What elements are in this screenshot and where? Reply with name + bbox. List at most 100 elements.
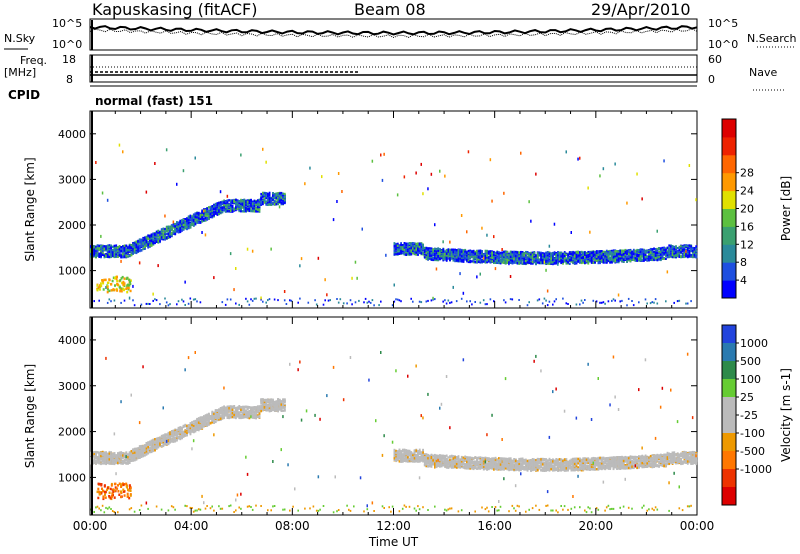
echo-cell: [273, 200, 276, 203]
echo-cell: [398, 252, 401, 255]
echo-cell: [621, 299, 623, 302]
echo-cell: [575, 260, 578, 264]
echo-cell: [403, 252, 406, 255]
echo-cell: [95, 161, 97, 164]
echo-cell: [322, 303, 325, 306]
echo-cell: [671, 245, 674, 248]
echo-cell: [147, 237, 150, 240]
echo-cell: [455, 249, 458, 252]
echo-cell: [506, 258, 509, 261]
echo-cell: [541, 253, 544, 257]
echo-cell: [248, 209, 251, 213]
echo-cell: [651, 248, 654, 251]
echo-cell: [417, 253, 419, 256]
echo-cell: [260, 202, 263, 205]
echo-cell: [565, 253, 568, 257]
echo-cell: [393, 246, 396, 249]
echo-cell: [449, 258, 451, 262]
echo-cell: [228, 207, 231, 211]
cpid-value: normal (fast) 151: [95, 94, 213, 108]
echo-cell: [577, 260, 580, 263]
echo-cell: [452, 253, 455, 256]
echo-cell: [211, 205, 214, 208]
echo-cell: [260, 192, 263, 196]
echo-cell: [504, 262, 507, 265]
echo-cell: [152, 299, 154, 302]
echo-cell: [164, 297, 166, 300]
echo-cell: [358, 299, 360, 302]
echo-cell: [201, 213, 204, 217]
echo-cell: [666, 247, 669, 250]
echo-cell: [489, 256, 492, 259]
echo-cell: [612, 250, 615, 253]
echo-cell: [275, 203, 278, 206]
echo-cell: [341, 190, 343, 193]
echo-cell: [100, 254, 102, 258]
echo-cell: [118, 254, 121, 257]
echo-cell: [568, 258, 571, 262]
echo-cell: [120, 301, 122, 304]
echo-cell: [243, 203, 246, 206]
echo-cell: [187, 223, 190, 226]
echo-cell: [540, 261, 542, 264]
echo-cell: [482, 260, 485, 263]
echo-cell: [282, 196, 284, 199]
echo-cell: [445, 302, 448, 305]
echo-cell: [172, 220, 175, 224]
echo-cell: [472, 250, 475, 253]
echo-cell: [427, 255, 429, 258]
echo-cell: [449, 251, 451, 255]
echo-cell: [336, 298, 338, 300]
echo-cell: [430, 247, 433, 250]
echo-cell: [602, 254, 605, 258]
echo-cell: [221, 211, 224, 214]
echo-cell: [614, 250, 617, 253]
echo-cell: [140, 242, 143, 245]
echo-cell: [268, 200, 271, 204]
echo-cell: [489, 158, 492, 162]
echo-cell: [405, 249, 408, 252]
echo-cell: [562, 262, 564, 265]
echo-cell: [648, 253, 650, 256]
echo-cell: [403, 248, 406, 252]
echo-cell: [552, 259, 554, 262]
echo-cell: [654, 254, 657, 257]
echo-cell: [513, 261, 515, 264]
echo-cell: [219, 210, 222, 213]
echo-cell: [273, 195, 276, 198]
echo-cell: [575, 253, 578, 256]
echo-cell: [155, 238, 158, 241]
nsearch-trace: [89, 28, 698, 39]
echo-cell: [668, 244, 671, 247]
echo-cell: [216, 202, 219, 205]
echo-cell: [149, 244, 151, 247]
echo-cell: [568, 251, 571, 254]
echo-cell: [138, 238, 141, 241]
echo-cell: [223, 203, 225, 206]
echo-cell: [656, 229, 658, 233]
echo-cell: [520, 254, 522, 257]
echo-cell: [176, 227, 178, 230]
echo-cell: [616, 260, 618, 264]
echo-cell: [186, 221, 188, 224]
echo-cell: [246, 247, 249, 251]
echo-cell: [656, 251, 659, 255]
echo-cell: [442, 240, 444, 244]
echo-cell: [639, 250, 642, 253]
echo-cell: [530, 255, 532, 258]
echo-cell: [592, 253, 595, 256]
echo-cell: [649, 248, 652, 251]
echo-cell: [103, 245, 106, 248]
echo-cell: [132, 242, 134, 245]
echo-cell: [155, 236, 158, 239]
echo-cell: [445, 256, 448, 260]
echo-cell: [557, 257, 559, 260]
echo-cell: [277, 192, 279, 195]
echo-cell: [434, 257, 436, 260]
echo-cell: [602, 261, 605, 264]
echo-cell: [420, 247, 423, 251]
echo-cell: [605, 261, 608, 264]
echo-cell: [671, 253, 674, 257]
echo-cell: [530, 251, 532, 255]
echo-cell: [557, 260, 559, 264]
